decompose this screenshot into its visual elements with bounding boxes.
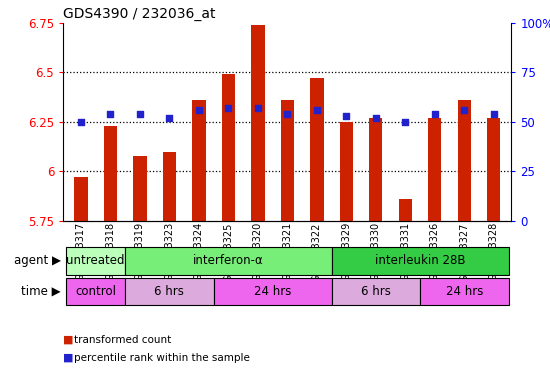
Point: [283, 111, 292, 117]
Text: transformed count: transformed count: [74, 335, 172, 345]
Point: [342, 113, 351, 119]
Point: [371, 115, 380, 121]
Point: [195, 107, 204, 113]
Point: [254, 105, 262, 111]
Text: time ▶: time ▶: [21, 285, 60, 298]
Bar: [104, 126, 117, 221]
Point: [135, 111, 144, 117]
Text: ■: ■: [63, 335, 74, 345]
Point: [165, 115, 174, 121]
Text: ■: ■: [63, 353, 74, 363]
Bar: [332, 278, 420, 305]
Text: 24 hrs: 24 hrs: [254, 285, 292, 298]
Bar: [192, 100, 206, 221]
Point: [431, 111, 439, 117]
Bar: [369, 118, 382, 221]
Bar: [213, 278, 332, 305]
Text: interferon-α: interferon-α: [193, 254, 264, 267]
Point: [76, 119, 85, 125]
Bar: [222, 74, 235, 221]
Point: [106, 111, 115, 117]
Point: [312, 107, 321, 113]
Text: agent ▶: agent ▶: [14, 254, 60, 267]
Point: [490, 111, 498, 117]
Point: [460, 107, 469, 113]
Text: GDS4390 / 232036_at: GDS4390 / 232036_at: [63, 7, 216, 21]
Bar: [310, 78, 323, 221]
Bar: [420, 278, 509, 305]
Bar: [458, 100, 471, 221]
Bar: [125, 278, 213, 305]
Bar: [74, 177, 87, 221]
Text: untreated: untreated: [67, 254, 125, 267]
Bar: [251, 25, 265, 221]
Text: 6 hrs: 6 hrs: [361, 285, 391, 298]
Bar: [125, 247, 332, 275]
Bar: [487, 118, 500, 221]
Bar: [428, 118, 442, 221]
Bar: [332, 247, 509, 275]
Text: percentile rank within the sample: percentile rank within the sample: [74, 353, 250, 363]
Bar: [340, 122, 353, 221]
Bar: [399, 199, 412, 221]
Point: [224, 105, 233, 111]
Bar: [280, 100, 294, 221]
Bar: [66, 247, 125, 275]
Text: 24 hrs: 24 hrs: [446, 285, 483, 298]
Text: interleukin 28B: interleukin 28B: [375, 254, 465, 267]
Point: [401, 119, 410, 125]
Bar: [133, 156, 146, 221]
Bar: [163, 152, 176, 221]
Bar: [66, 278, 125, 305]
Text: 6 hrs: 6 hrs: [155, 285, 184, 298]
Text: control: control: [75, 285, 116, 298]
